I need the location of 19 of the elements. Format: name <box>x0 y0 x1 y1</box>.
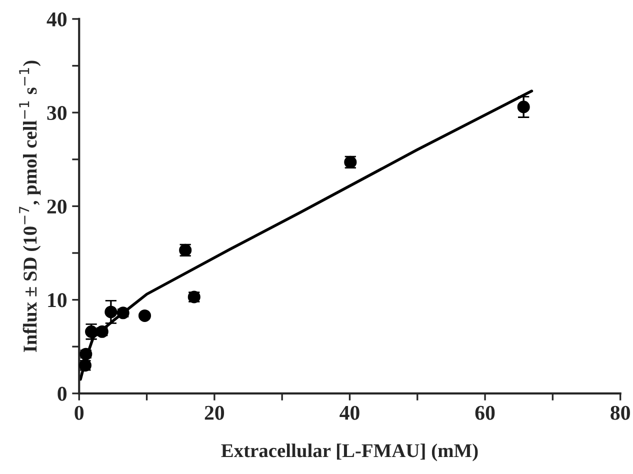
y-tick-label: 20 <box>47 200 67 214</box>
point <box>517 100 530 114</box>
x-tick-label: 60 <box>475 406 495 420</box>
x-tick-label: 20 <box>204 406 224 420</box>
x-axis-title: Extracellular [L-FMAU] (mM) <box>221 444 478 462</box>
point <box>138 309 152 322</box>
point <box>79 359 92 372</box>
x-tick-label: 40 <box>340 406 360 420</box>
y-tick-label: 30 <box>47 106 67 120</box>
point <box>116 306 130 320</box>
point <box>104 306 118 318</box>
x-tick-label: 0 <box>74 406 84 420</box>
y-tick-label: 40 <box>46 12 67 26</box>
y-tick-label: 0 <box>58 386 67 401</box>
x-tick-label: 80 <box>610 406 630 420</box>
y-axis-title: Influx ± SD (10$^{−7}$, pmol cell$^{−1}$ s$^{−1}$) <box>19 60 41 352</box>
line-series <box>79 90 534 381</box>
y-tick-label: 10 <box>48 293 67 308</box>
point <box>80 348 92 360</box>
